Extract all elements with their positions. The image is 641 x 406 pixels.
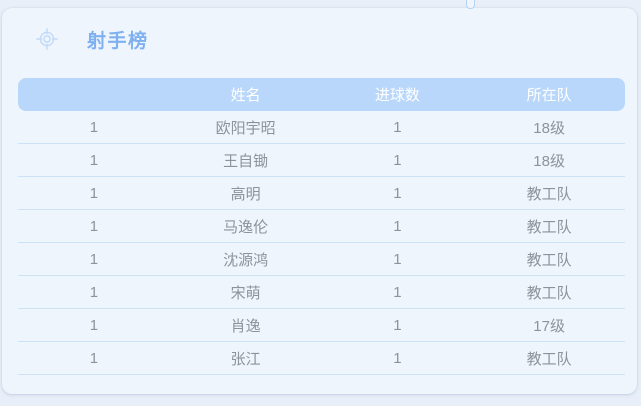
scrollbar-thumb[interactable] [466, 0, 475, 9]
table-row: 1 高明 1 教工队 [18, 177, 625, 210]
cell-team: 教工队 [526, 185, 572, 203]
cell-name: 张江 [230, 350, 261, 368]
cell-team: 18级 [533, 119, 565, 137]
cell-rank: 1 [89, 151, 99, 169]
cell-rank: 1 [89, 349, 99, 367]
cell-goals: 1 [393, 316, 402, 334]
scorer-board-card: 射手榜 姓名 进球数 所在队 1 欧阳宇昭 1 18级 1 王自锄 1 18级 1 高明 1 教工队 1 马逸… [2, 8, 637, 394]
table-body: 1 欧阳宇昭 1 18级 1 王自锄 1 18级 1 高明 1 教工队 1 马逸伦 1 教工队 1 沈源鸿 1 教工队… [18, 111, 625, 375]
cell-rank: 1 [89, 217, 99, 235]
cell-name: 高明 [230, 185, 261, 203]
cell-rank: 1 [89, 118, 99, 136]
cell-name: 马逸伦 [223, 218, 269, 236]
cell-name: 欧阳宇昭 [215, 119, 276, 137]
table-header-row: 姓名 进球数 所在队 [18, 78, 625, 111]
cell-name: 宋萌 [230, 284, 261, 302]
table-row: 1 马逸伦 1 教工队 [18, 210, 625, 243]
cell-goals: 1 [393, 184, 402, 202]
table-row: 1 沈源鸿 1 教工队 [18, 243, 625, 276]
cell-rank: 1 [89, 250, 99, 268]
column-header-team: 所在队 [526, 87, 572, 104]
cell-team: 教工队 [526, 218, 572, 236]
column-header-name: 姓名 [230, 87, 261, 104]
cell-name: 王自锄 [223, 152, 269, 170]
cell-team: 教工队 [526, 350, 572, 368]
cell-name: 肖逸 [230, 317, 261, 335]
cell-goals: 1 [393, 217, 402, 235]
cell-rank: 1 [89, 316, 99, 334]
crosshair-target-icon [36, 28, 58, 50]
cell-goals: 1 [393, 151, 402, 169]
table-row: 1 张江 1 教工队 [18, 342, 625, 375]
scorer-table: 姓名 进球数 所在队 1 欧阳宇昭 1 18级 1 王自锄 1 18级 1 高明 1 教工队 1 马逸伦 1 教工… [18, 78, 625, 375]
cell-rank: 1 [89, 184, 99, 202]
table-row: 1 王自锄 1 18级 [18, 144, 625, 177]
cell-name: 沈源鸿 [223, 251, 269, 269]
table-row: 1 肖逸 1 17级 [18, 309, 625, 342]
cell-goals: 1 [393, 283, 402, 301]
cell-team: 教工队 [526, 251, 572, 269]
column-header-goals: 进球数 [374, 87, 420, 104]
cell-team: 18级 [533, 152, 565, 170]
cell-team: 17级 [533, 317, 565, 335]
cell-goals: 1 [393, 250, 402, 268]
cell-team: 教工队 [526, 284, 572, 302]
card-header: 射手榜 [36, 26, 149, 52]
table-row: 1 宋萌 1 教工队 [18, 276, 625, 309]
cell-goals: 1 [393, 118, 402, 136]
cell-goals: 1 [393, 349, 402, 367]
page-title: 射手榜 [87, 30, 149, 52]
table-row: 1 欧阳宇昭 1 18级 [18, 111, 625, 144]
cell-rank: 1 [89, 283, 99, 301]
